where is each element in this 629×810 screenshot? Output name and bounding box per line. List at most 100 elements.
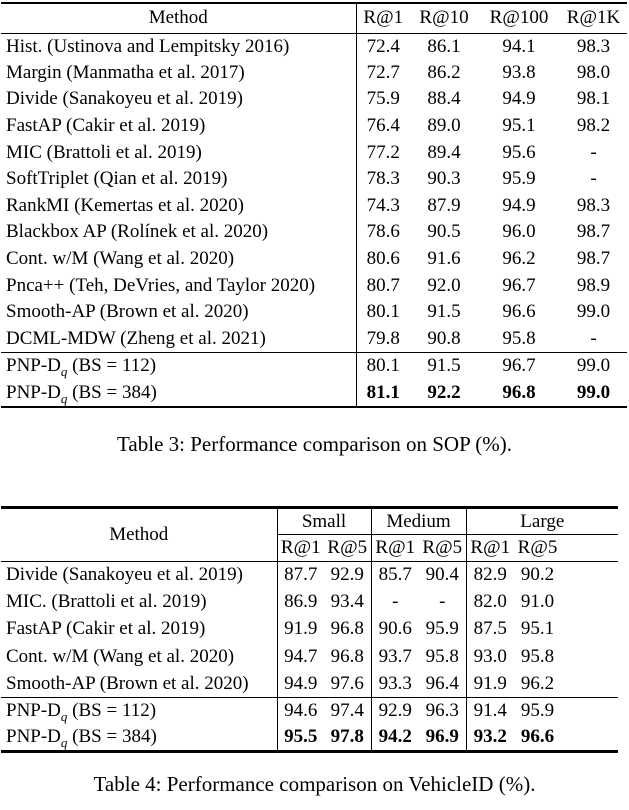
table-row: DCML-MDW (Zheng et al. 2021) 79.8 90.8 95.8… — [1, 325, 627, 353]
column-header-small-r1: R@1 — [277, 534, 324, 562]
value-cell: 96.2 — [502, 248, 536, 270]
table-row: Pnca++ (Teh, DeVries, and Taylor 2020) 80… — [1, 272, 627, 299]
spacer-cell — [561, 616, 618, 643]
value-cell: 94.7 — [284, 645, 318, 667]
value-cell: 93.8 — [502, 61, 536, 83]
value-cell: 74.3 — [366, 194, 400, 216]
method-cell: Divide (Sanakoyeu et al. 2019) — [1, 561, 278, 589]
method-cell: Hist. (Ustinova and Lempitsky 2016) — [1, 33, 357, 60]
value-cell: 96.7 — [502, 355, 536, 377]
value-cell: 97.4 — [324, 697, 372, 725]
method-cell: Cont. w/M (Wang et al. 2020) — [1, 245, 357, 273]
method-cell: FastAP (Cakir et al. 2019) — [1, 112, 357, 140]
column-header-r100: R@100 — [478, 3, 560, 34]
value-cell: 91.9 — [284, 618, 318, 640]
value-cell: 89.4 — [427, 141, 461, 163]
value-cell: 91.9 — [466, 670, 515, 698]
table4-caption: Table 4: Performance comparison on Vehic… — [93, 772, 536, 796]
vehicleid-table-header: Method Small Medium Large R@1 R@5 R@1 R@… — [1, 507, 619, 562]
value-cell: - — [392, 591, 399, 613]
table-row: Cont. w/M (Wang et al. 2020) 80.6 91.6 96.2… — [1, 245, 627, 273]
method-cell: Divide (Sanakoyeu et al. 2019) — [1, 86, 357, 113]
column-header-medium-r5: R@5 — [419, 534, 467, 562]
spacer-cell — [561, 562, 618, 589]
value-cell: 87.9 — [427, 194, 461, 216]
value-cell: 80.7 — [366, 274, 400, 296]
table-row: RankMI (Kemertas et al. 2020) 74.3 87.9 94.… — [1, 192, 627, 220]
value-cell: 95.8 — [478, 325, 560, 353]
value-cell: 90.2 — [520, 564, 555, 586]
value-cell: 90.6 — [378, 618, 412, 640]
value-cell: 94.1 — [502, 35, 536, 57]
method-cell: Smooth-AP (Brown et al. 2020) — [1, 298, 357, 326]
spacer-cell — [561, 589, 618, 616]
column-header-r10: R@10 — [410, 3, 478, 34]
value-cell: 91.4 — [473, 700, 507, 722]
table-row: SoftTriplet (Qian et al. 2019) 78.3 90.3 95… — [1, 165, 627, 193]
value-cell: 87.5 — [473, 618, 507, 640]
table-row: Hist. (Ustinova and Lempitsky 2016) 72.4 8… — [1, 33, 627, 60]
value-cell: 75.9 — [366, 88, 400, 110]
group-header-large: Large — [466, 507, 619, 535]
table-row: PNP-Dq (BS = 384) 81.1 92.2 96.8 99.0 — [1, 379, 627, 408]
value-cell: 98.7 — [576, 221, 611, 243]
value-cell: 95.9 — [520, 700, 555, 722]
table-row: MIC. (Brattoli et al. 2019) 86.9 93.4- -82.… — [1, 588, 618, 616]
value-cell: - — [419, 588, 467, 616]
value-cell: 88.4 — [427, 88, 461, 110]
method-cell: PNP-Dq (BS = 112) — [1, 352, 357, 380]
value-cell: 96.0 — [502, 221, 536, 243]
value-cell: 95.9 — [502, 168, 536, 190]
method-cell: Margin (Manmatha et al. 2017) — [1, 59, 357, 87]
value-cell: 94.2 — [378, 726, 412, 748]
value-cell: 77.2 — [366, 141, 400, 163]
group-header-row: Method Small Medium Large — [1, 507, 619, 562]
value-cell: 93.0 — [473, 645, 507, 667]
group-header-medium: Medium — [371, 507, 467, 535]
value-cell: 96.6 — [520, 726, 555, 748]
column-header-large-r5: R@5 — [514, 534, 562, 562]
value-cell: 78.6 — [366, 221, 400, 243]
value-cell: 76.4 — [366, 115, 400, 137]
value-cell: 98.1 — [576, 88, 611, 110]
sop-results-table: Method R@1 R@10 R@100 R@1K Hist. (Ustino… — [1, 2, 627, 409]
value-cell: 91.0 — [520, 591, 555, 613]
value-cell: 98.0 — [576, 61, 611, 83]
value-cell: 95.8 — [520, 645, 555, 667]
value-cell: 98.9 — [576, 274, 611, 296]
value-cell: 92.0 — [427, 274, 461, 296]
value-cell: 87.7 — [284, 564, 318, 586]
value-cell: 91.5 — [427, 355, 461, 377]
vehicleid-baseline-rows: Divide (Sanakoyeu et al. 2019) 87.7 92.9 85… — [1, 561, 619, 698]
method-cell: RankMI (Kemertas et al. 2020) — [1, 192, 357, 220]
vehicleid-results-table: Method Small Medium Large R@1 R@5 R@1 R@… — [1, 506, 619, 753]
table3-caption: Table 3: Performance comparison on SOP (… — [117, 432, 512, 456]
value-cell: 94.9 — [277, 670, 324, 698]
value-cell: - — [560, 325, 627, 353]
value-cell: 93.3 — [371, 670, 419, 698]
value-cell: 72.4 — [366, 35, 400, 57]
value-cell: 91.6 — [427, 248, 461, 270]
method-cell: Blackbox AP (Rolínek et al. 2020) — [1, 219, 357, 246]
value-cell: 95.1 — [502, 115, 536, 137]
method-cell: PNP-Dq (BS = 384) — [1, 379, 357, 408]
value-cell: - — [590, 141, 597, 163]
value-cell: 96.8 — [502, 381, 536, 403]
value-cell: 95.8 — [419, 643, 467, 671]
value-cell: 90.5 — [427, 221, 461, 243]
sop-table-header: Method R@1 R@10 R@100 R@1K — [1, 3, 627, 34]
value-cell: 97.8 — [324, 724, 372, 752]
value-cell: 78.3 — [366, 168, 400, 190]
value-cell: 92.9 — [378, 700, 412, 722]
value-cell: 81.1 — [366, 381, 400, 403]
header-row: Method R@1 R@10 R@100 R@1K — [1, 3, 627, 34]
table-row: Smooth-AP (Brown et al. 2020) 80.1 91.5 96.… — [1, 298, 627, 326]
value-cell: 95.1 — [520, 618, 555, 640]
value-cell: 99.0 — [576, 301, 611, 323]
spacer-cell — [561, 534, 619, 562]
value-cell: 98.2 — [576, 115, 611, 137]
method-cell: PNP-Dq (BS = 112) — [1, 697, 278, 725]
value-cell: 98.3 — [576, 35, 611, 57]
value-cell: 99.0 — [576, 381, 611, 403]
value-cell: 89.0 — [427, 115, 461, 137]
